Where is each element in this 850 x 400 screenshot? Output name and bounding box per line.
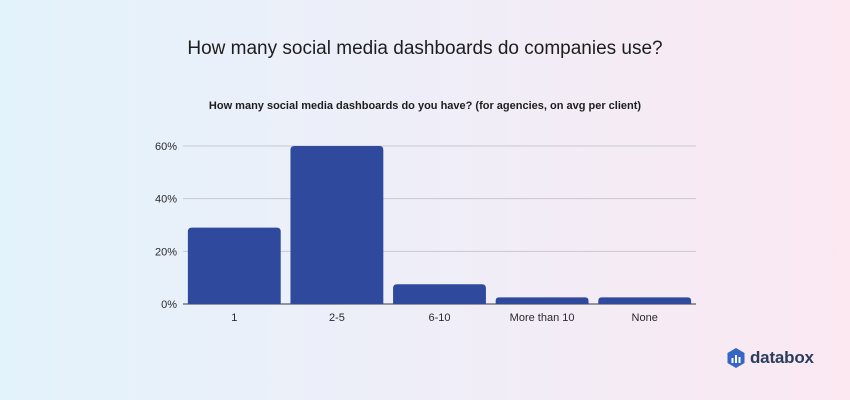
x-tick-label: 2-5 bbox=[329, 312, 345, 324]
x-tick-label: 6-10 bbox=[428, 312, 450, 324]
databox-logo[interactable]: databox bbox=[727, 348, 814, 368]
page-title: How many social media dashboards do comp… bbox=[187, 38, 663, 59]
y-tick-label: 40% bbox=[155, 194, 177, 206]
bar-5 bbox=[598, 297, 692, 304]
bar-4 bbox=[495, 297, 589, 304]
bar-2 bbox=[290, 146, 384, 304]
logo-text: databox bbox=[750, 348, 814, 367]
x-tick-label: None bbox=[632, 312, 658, 324]
x-tick-label: 1 bbox=[231, 312, 237, 324]
databox-logo-icon bbox=[727, 348, 745, 368]
bar-1 bbox=[187, 227, 281, 304]
bar-3 bbox=[393, 284, 486, 304]
y-tick-label: 0% bbox=[161, 299, 177, 311]
x-tick-label: More than 10 bbox=[510, 312, 575, 324]
chart-title: How many social media dashboards do you … bbox=[208, 100, 642, 112]
y-tick-label: 20% bbox=[155, 246, 177, 258]
y-tick-label: 60% bbox=[155, 141, 177, 153]
